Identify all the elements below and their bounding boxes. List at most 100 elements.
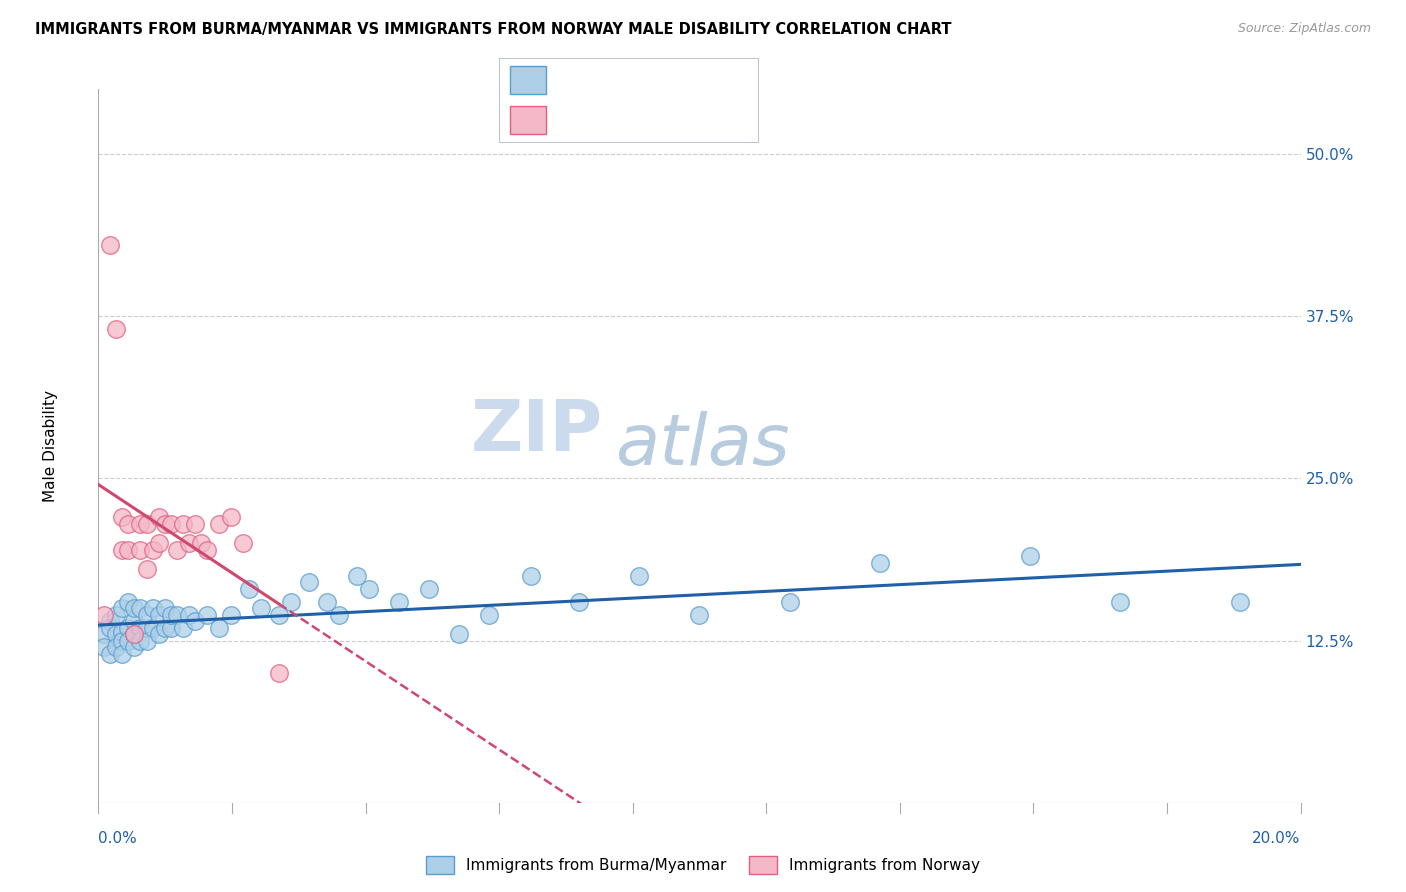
Point <box>148 536 170 550</box>
Point <box>232 536 254 550</box>
Point <box>267 666 290 681</box>
FancyBboxPatch shape <box>509 106 546 134</box>
Point <box>166 542 188 557</box>
Point <box>357 582 380 596</box>
Point <box>93 627 115 641</box>
Point <box>93 607 115 622</box>
Point <box>208 516 231 531</box>
Point <box>129 542 152 557</box>
Point <box>129 516 152 531</box>
Point <box>135 621 157 635</box>
Point <box>153 601 176 615</box>
Point <box>208 621 231 635</box>
Point <box>117 633 139 648</box>
Text: Male Disability: Male Disability <box>42 390 58 502</box>
Point <box>148 510 170 524</box>
Point <box>153 621 176 635</box>
Point <box>124 614 146 628</box>
Point <box>689 607 711 622</box>
Point <box>328 607 350 622</box>
Point <box>141 601 163 615</box>
Point <box>1109 595 1132 609</box>
Point <box>183 614 205 628</box>
Point <box>520 568 543 582</box>
Point <box>105 322 128 336</box>
Point <box>135 516 157 531</box>
Point <box>129 621 152 635</box>
Point <box>177 607 200 622</box>
Point <box>869 556 891 570</box>
Point <box>172 516 194 531</box>
Point <box>190 536 212 550</box>
Point <box>111 624 134 639</box>
Point <box>628 568 651 582</box>
Point <box>1019 549 1042 564</box>
Point <box>315 595 337 609</box>
Point <box>124 627 146 641</box>
Point <box>93 640 115 654</box>
Point <box>447 627 470 641</box>
Point <box>568 595 591 609</box>
Point <box>280 595 302 609</box>
Point <box>249 601 271 615</box>
FancyBboxPatch shape <box>499 58 759 143</box>
Point <box>124 640 146 654</box>
Text: atlas: atlas <box>616 411 790 481</box>
Point <box>105 607 128 622</box>
FancyBboxPatch shape <box>509 67 546 95</box>
Point <box>100 238 122 252</box>
Point <box>148 627 170 641</box>
Point <box>183 516 205 531</box>
Text: Source: ZipAtlas.com: Source: ZipAtlas.com <box>1237 22 1371 36</box>
Point <box>124 627 146 641</box>
Point <box>117 542 139 557</box>
Point <box>141 621 163 635</box>
Text: IMMIGRANTS FROM BURMA/MYANMAR VS IMMIGRANTS FROM NORWAY MALE DISABILITY CORRELAT: IMMIGRANTS FROM BURMA/MYANMAR VS IMMIGRA… <box>35 22 952 37</box>
Point <box>100 647 122 661</box>
Text: R = 0.138   N = 27: R = 0.138 N = 27 <box>557 112 700 128</box>
Point <box>129 601 152 615</box>
Point <box>219 607 242 622</box>
Point <box>129 633 152 648</box>
Point <box>159 607 181 622</box>
Point <box>418 582 440 596</box>
Point <box>117 621 139 635</box>
Point <box>135 633 157 648</box>
Point <box>388 595 411 609</box>
Point <box>159 621 181 635</box>
Point <box>124 601 146 615</box>
Text: R = 0.153   N = 62: R = 0.153 N = 62 <box>557 73 700 88</box>
Point <box>111 542 134 557</box>
Point <box>166 607 188 622</box>
Point <box>195 542 218 557</box>
Point <box>111 633 134 648</box>
Point <box>148 607 170 622</box>
Point <box>478 607 501 622</box>
Text: ZIP: ZIP <box>471 397 603 467</box>
Point <box>177 536 200 550</box>
Point <box>117 516 139 531</box>
Point <box>111 510 134 524</box>
Text: 20.0%: 20.0% <box>1253 831 1301 846</box>
Point <box>153 516 176 531</box>
Point <box>298 575 321 590</box>
Text: 0.0%: 0.0% <box>98 831 138 846</box>
Point <box>111 601 134 615</box>
Point <box>172 621 194 635</box>
Point <box>135 562 157 576</box>
Point <box>135 607 157 622</box>
Point <box>195 607 218 622</box>
Point <box>141 542 163 557</box>
Point <box>779 595 801 609</box>
Legend: Immigrants from Burma/Myanmar, Immigrants from Norway: Immigrants from Burma/Myanmar, Immigrant… <box>420 850 986 880</box>
Point <box>238 582 260 596</box>
Point <box>100 621 122 635</box>
Point <box>159 516 181 531</box>
Point <box>105 640 128 654</box>
Point <box>1229 595 1251 609</box>
Point <box>267 607 290 622</box>
Point <box>117 595 139 609</box>
Point <box>105 627 128 641</box>
Point <box>219 510 242 524</box>
Point <box>111 647 134 661</box>
